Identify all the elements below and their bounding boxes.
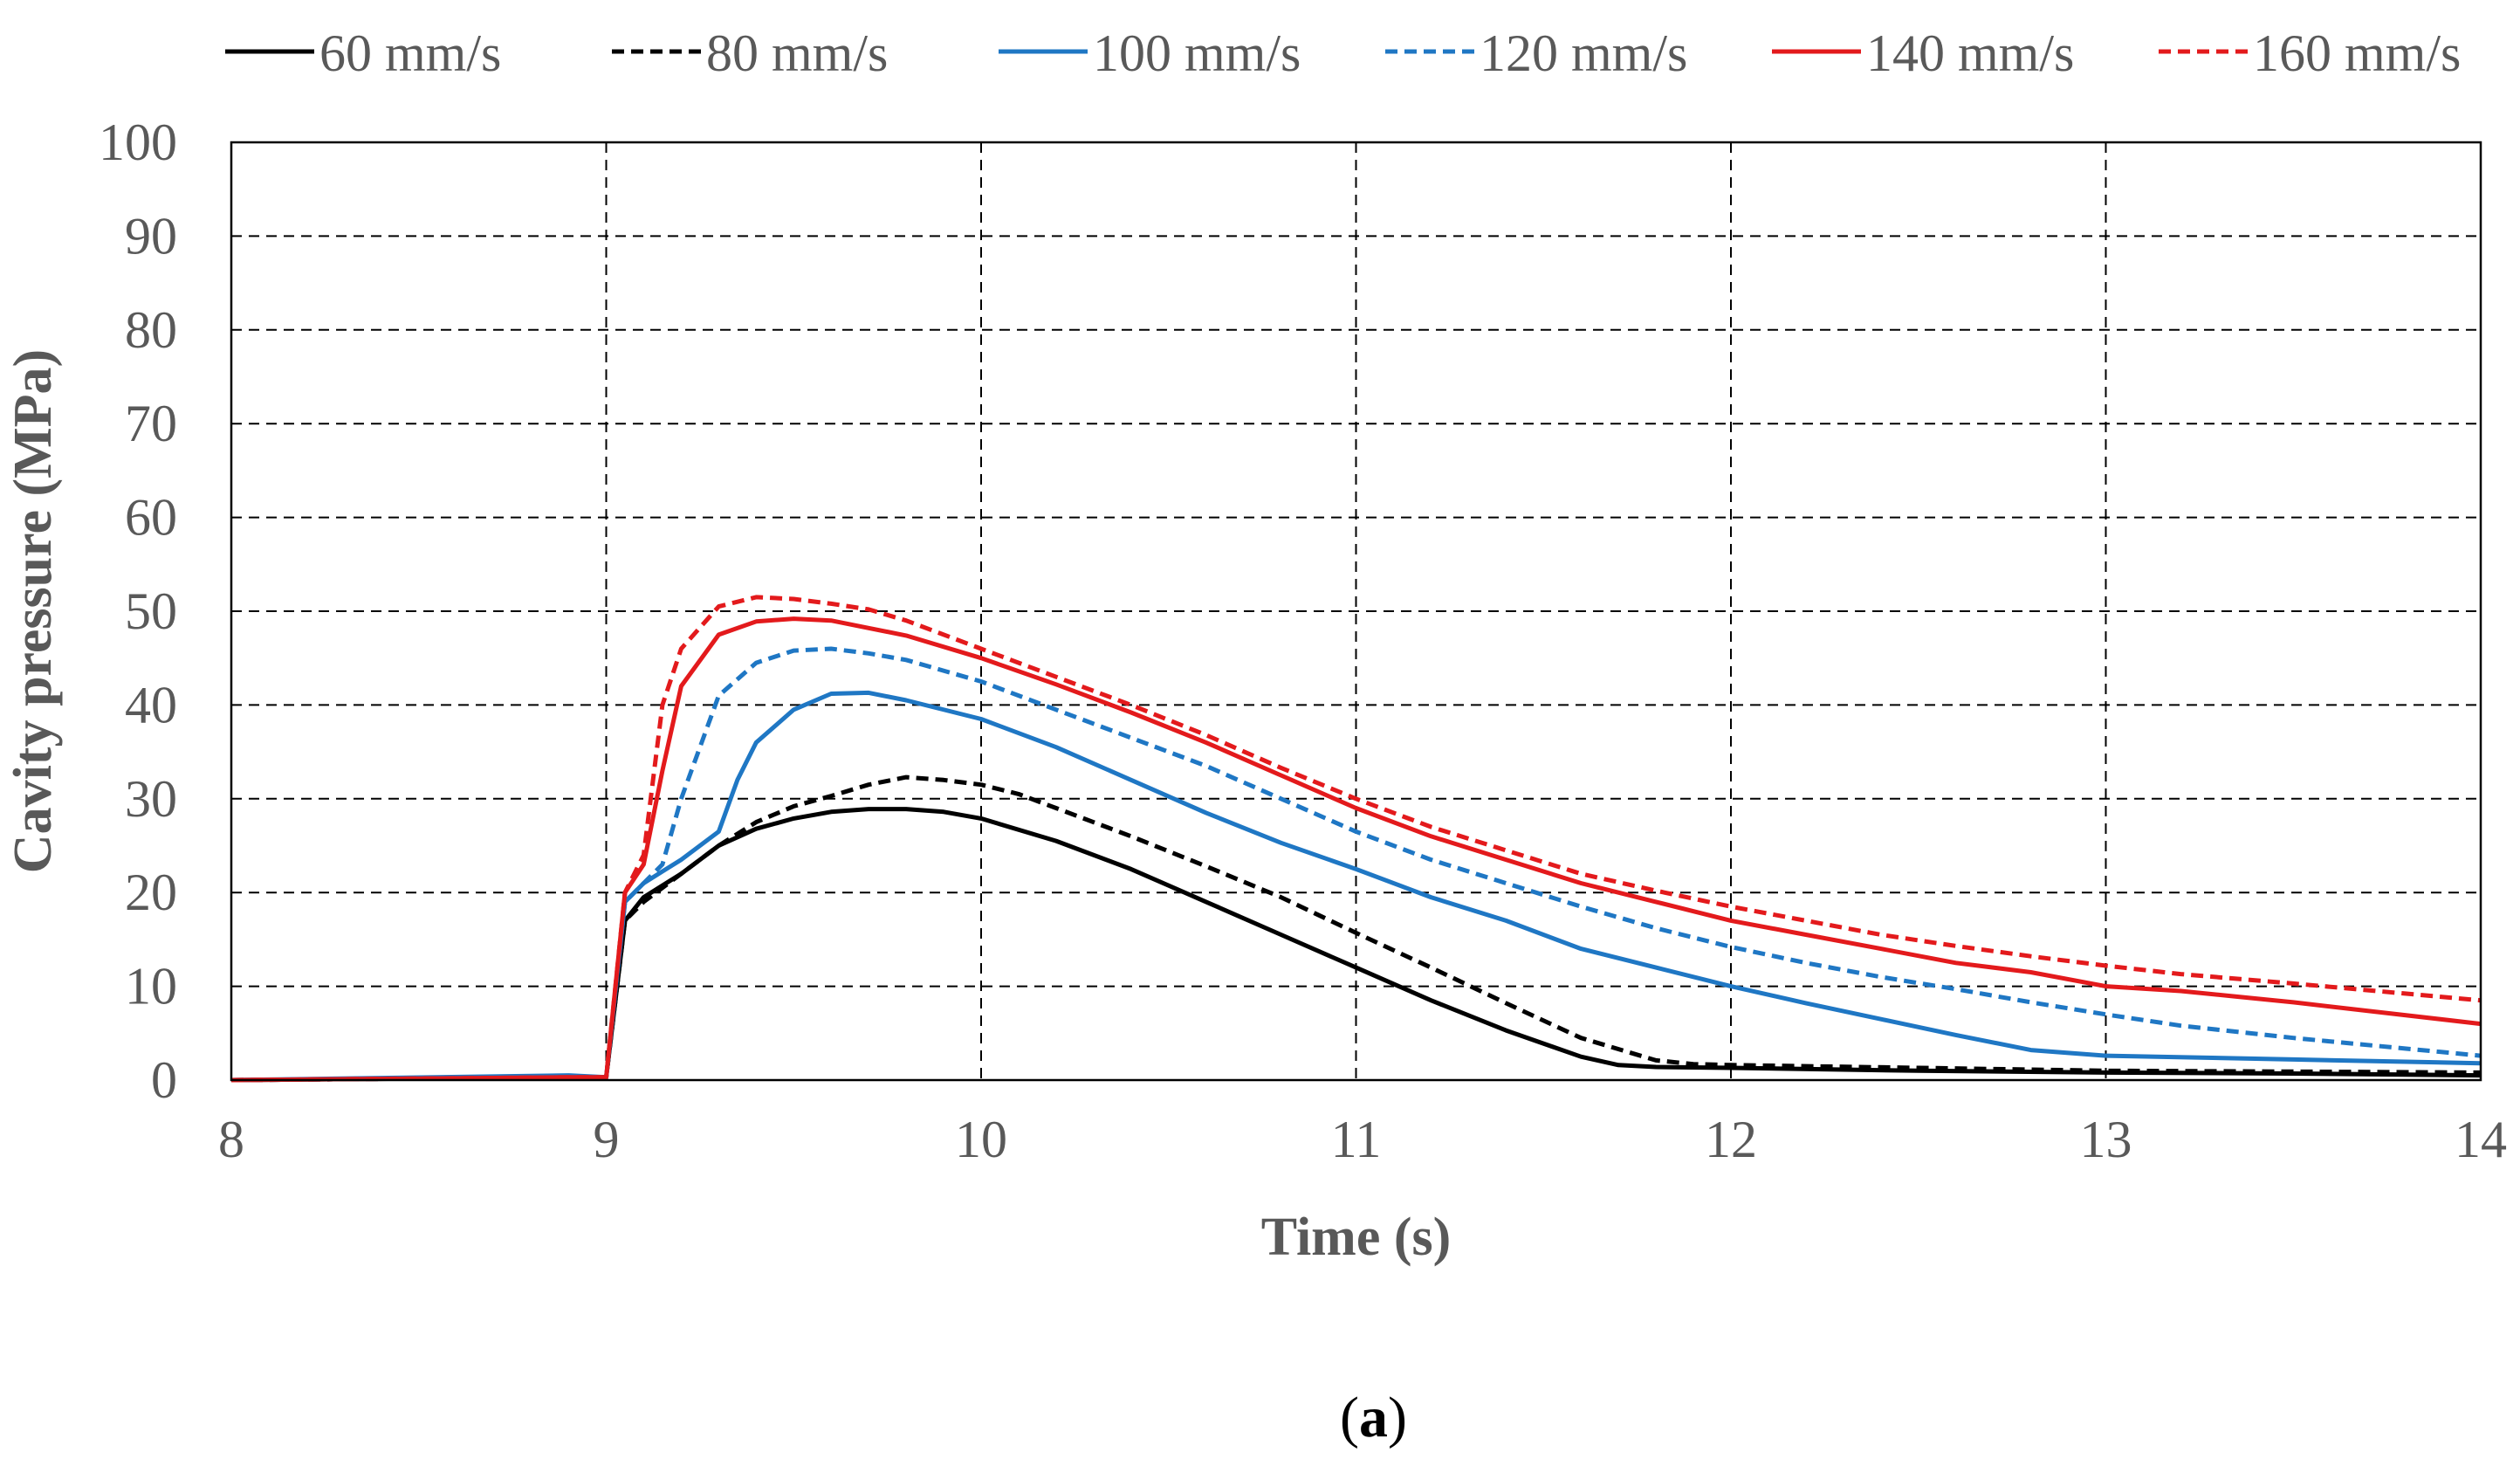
x-tick-label-14: 14: [2455, 1111, 2507, 1168]
y-tick-label-30: 30: [125, 770, 177, 828]
legend-label-2: 80 mm/s: [706, 24, 888, 82]
figure-caption: (a): [1340, 1386, 1407, 1449]
y-tick-label-60: 60: [125, 489, 177, 547]
series-line-100-mm-s: [230, 690, 2482, 1083]
y-axis-ticks: 0 10 20 30 40 50 60 70 80 90 100: [99, 114, 177, 1109]
legend-label-3: 100 mm/s: [1093, 24, 1301, 82]
x-tick-label-13: 13: [2080, 1111, 2132, 1168]
x-tick-label-8: 8: [218, 1111, 244, 1168]
series-line-160-mm-s: [230, 595, 2482, 1083]
y-tick-label-10: 10: [125, 958, 177, 1015]
x-tick-label-10: 10: [955, 1111, 1007, 1168]
legend-label-1: 60 mm/s: [319, 24, 501, 82]
series-layer: [230, 595, 2482, 1083]
series-line-120-mm-s: [230, 646, 2482, 1083]
series-line-80-mm-s: [230, 774, 2482, 1083]
series-line-60-mm-s: [230, 807, 2482, 1083]
y-tick-label-100: 100: [99, 114, 177, 171]
x-tick-label-12: 12: [1705, 1111, 1757, 1168]
y-tick-label-90: 90: [125, 207, 177, 265]
series-line-140-mm-s: [230, 616, 2482, 1083]
x-tick-label-11: 11: [1331, 1111, 1382, 1168]
plot-frame: [230, 141, 2482, 1082]
y-tick-label-80: 80: [125, 301, 177, 359]
y-tick-label-50: 50: [125, 582, 177, 640]
legend: 60 mm/s 80 mm/s 100 mm/s 120 mm/s 140 mm/s 16…: [225, 24, 2461, 82]
legend-label-6: 160 mm/s: [2253, 24, 2461, 82]
legend-label-4: 120 mm/s: [1480, 24, 1687, 82]
x-tick-label-9: 9: [594, 1111, 620, 1168]
x-axis-title: Time (s): [1261, 1208, 1452, 1267]
caption-letter: a: [1359, 1386, 1388, 1449]
grid: [231, 142, 2481, 1080]
caption-close-paren: ): [1388, 1386, 1407, 1449]
y-axis-title: Cavity pressure (MPa): [3, 349, 63, 873]
y-tick-label-0: 0: [151, 1051, 177, 1109]
y-tick-label-70: 70: [125, 395, 177, 452]
y-tick-label-40: 40: [125, 676, 177, 733]
y-tick-label-20: 20: [125, 864, 177, 921]
caption-open-paren: (: [1340, 1386, 1359, 1449]
legend-label-5: 140 mm/s: [1866, 24, 2074, 82]
x-axis-ticks: 8 9 10 11 12 13 14: [218, 1111, 2507, 1168]
